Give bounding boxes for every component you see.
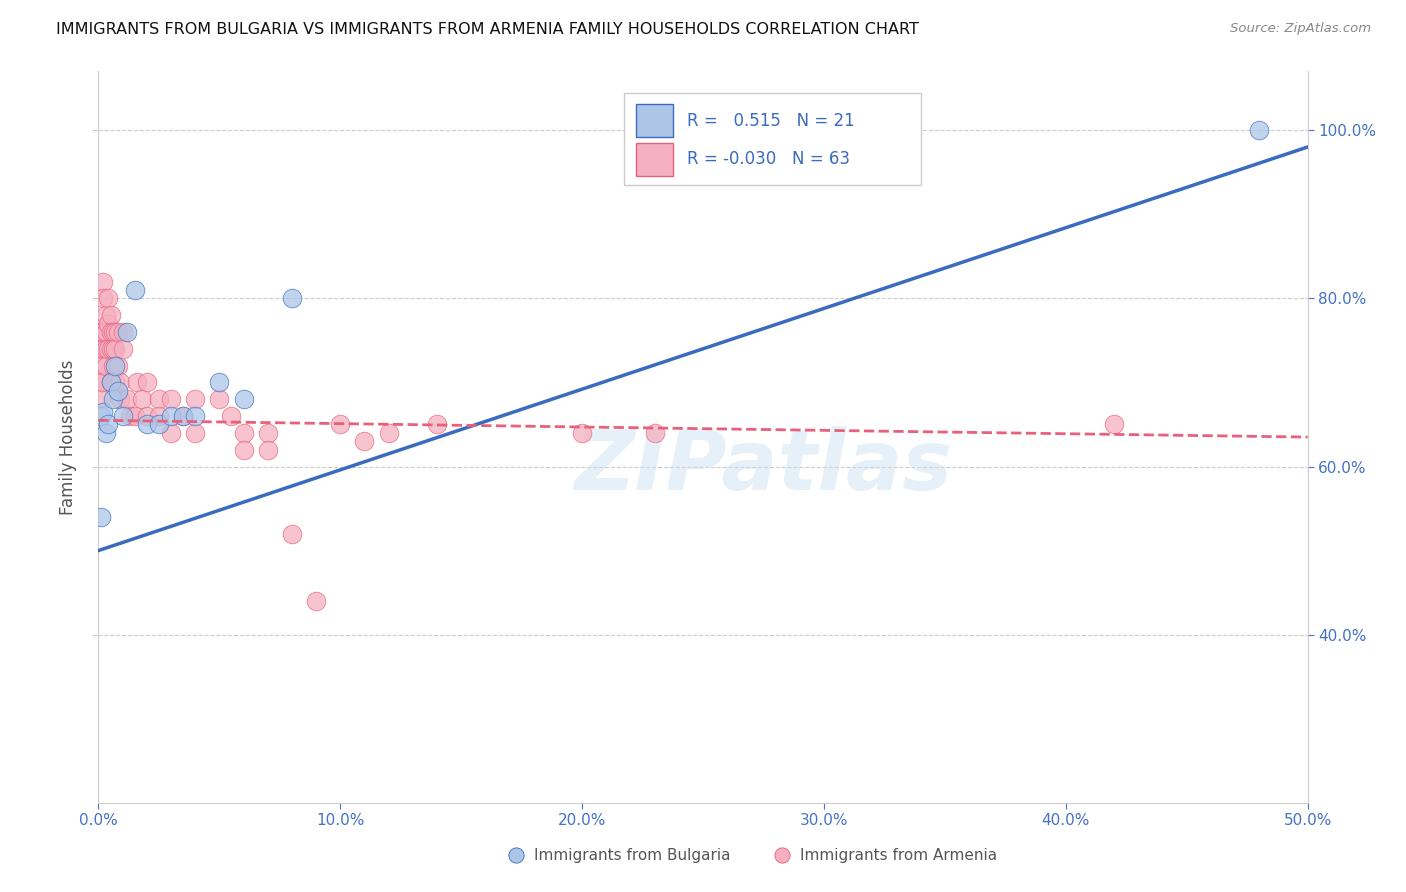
- Point: [94, 308, 117, 322]
- Point: [232, 425, 254, 440]
- Point: [148, 417, 170, 432]
- Point: [208, 392, 231, 407]
- Point: [97, 342, 120, 356]
- Point: [100, 325, 122, 339]
- Point: [97, 317, 120, 331]
- Point: [232, 392, 254, 407]
- Point: [107, 359, 129, 373]
- Point: [94, 425, 117, 440]
- FancyBboxPatch shape: [624, 94, 921, 185]
- Point: [90, 409, 112, 423]
- Point: [184, 425, 207, 440]
- Point: [172, 409, 194, 423]
- FancyBboxPatch shape: [637, 104, 672, 137]
- Text: R =   0.515   N = 21: R = 0.515 N = 21: [688, 112, 855, 129]
- Point: [426, 417, 449, 432]
- Point: [281, 526, 304, 541]
- Point: [90, 359, 112, 373]
- Point: [118, 409, 141, 423]
- Point: [104, 359, 127, 373]
- Point: [111, 325, 134, 339]
- Point: [160, 392, 183, 407]
- Point: [101, 392, 124, 407]
- Point: [124, 409, 146, 423]
- Point: [90, 342, 112, 356]
- Text: Immigrants from Armenia: Immigrants from Armenia: [800, 848, 997, 863]
- Point: [104, 342, 127, 356]
- Point: [111, 342, 134, 356]
- Point: [1249, 123, 1271, 137]
- Point: [111, 409, 134, 423]
- Text: ZIPatlas: ZIPatlas: [575, 425, 952, 507]
- Point: [160, 425, 183, 440]
- Point: [94, 325, 117, 339]
- Point: [100, 376, 122, 390]
- FancyBboxPatch shape: [637, 143, 672, 176]
- Point: [101, 342, 124, 356]
- Point: [101, 359, 124, 373]
- Point: [131, 392, 153, 407]
- Point: [135, 376, 157, 390]
- Point: [101, 325, 124, 339]
- Point: [256, 425, 278, 440]
- Point: [281, 291, 304, 305]
- Point: [148, 409, 170, 423]
- Point: [104, 376, 127, 390]
- Point: [172, 409, 194, 423]
- Point: [100, 342, 122, 356]
- Point: [90, 392, 112, 407]
- Point: [94, 342, 117, 356]
- Point: [329, 417, 352, 432]
- Point: [100, 376, 122, 390]
- Point: [91, 275, 114, 289]
- Point: [1102, 417, 1125, 432]
- Point: [124, 283, 146, 297]
- Point: [108, 392, 131, 407]
- Point: [117, 392, 139, 407]
- Point: [100, 308, 122, 322]
- Point: [90, 325, 112, 339]
- Point: [94, 359, 117, 373]
- Point: [127, 376, 149, 390]
- Text: Immigrants from Bulgaria: Immigrants from Bulgaria: [534, 848, 730, 863]
- Point: [256, 442, 278, 457]
- Point: [90, 325, 112, 339]
- Point: [135, 417, 157, 432]
- Point: [184, 392, 207, 407]
- Point: [117, 325, 139, 339]
- Text: Source: ZipAtlas.com: Source: ZipAtlas.com: [1230, 22, 1371, 36]
- Point: [232, 442, 254, 457]
- Point: [148, 392, 170, 407]
- Point: [571, 425, 593, 440]
- Point: [184, 409, 207, 423]
- Text: IMMIGRANTS FROM BULGARIA VS IMMIGRANTS FROM ARMENIA FAMILY HOUSEHOLDS CORRELATIO: IMMIGRANTS FROM BULGARIA VS IMMIGRANTS F…: [56, 22, 920, 37]
- Point: [135, 409, 157, 423]
- Point: [91, 405, 114, 419]
- Point: [353, 434, 375, 449]
- Point: [107, 384, 129, 398]
- Point: [90, 510, 112, 524]
- Point: [377, 425, 399, 440]
- Y-axis label: Family Households: Family Households: [59, 359, 77, 515]
- Point: [91, 376, 114, 390]
- Text: R = -0.030   N = 63: R = -0.030 N = 63: [688, 151, 851, 169]
- Point: [91, 342, 114, 356]
- Point: [91, 291, 114, 305]
- Point: [108, 376, 131, 390]
- Point: [107, 325, 129, 339]
- Point: [97, 291, 120, 305]
- Point: [97, 417, 120, 432]
- Point: [221, 409, 243, 423]
- Point: [91, 325, 114, 339]
- Point: [305, 594, 328, 608]
- Point: [90, 376, 112, 390]
- Point: [160, 409, 183, 423]
- Point: [208, 376, 231, 390]
- Point: [104, 325, 127, 339]
- Point: [644, 425, 666, 440]
